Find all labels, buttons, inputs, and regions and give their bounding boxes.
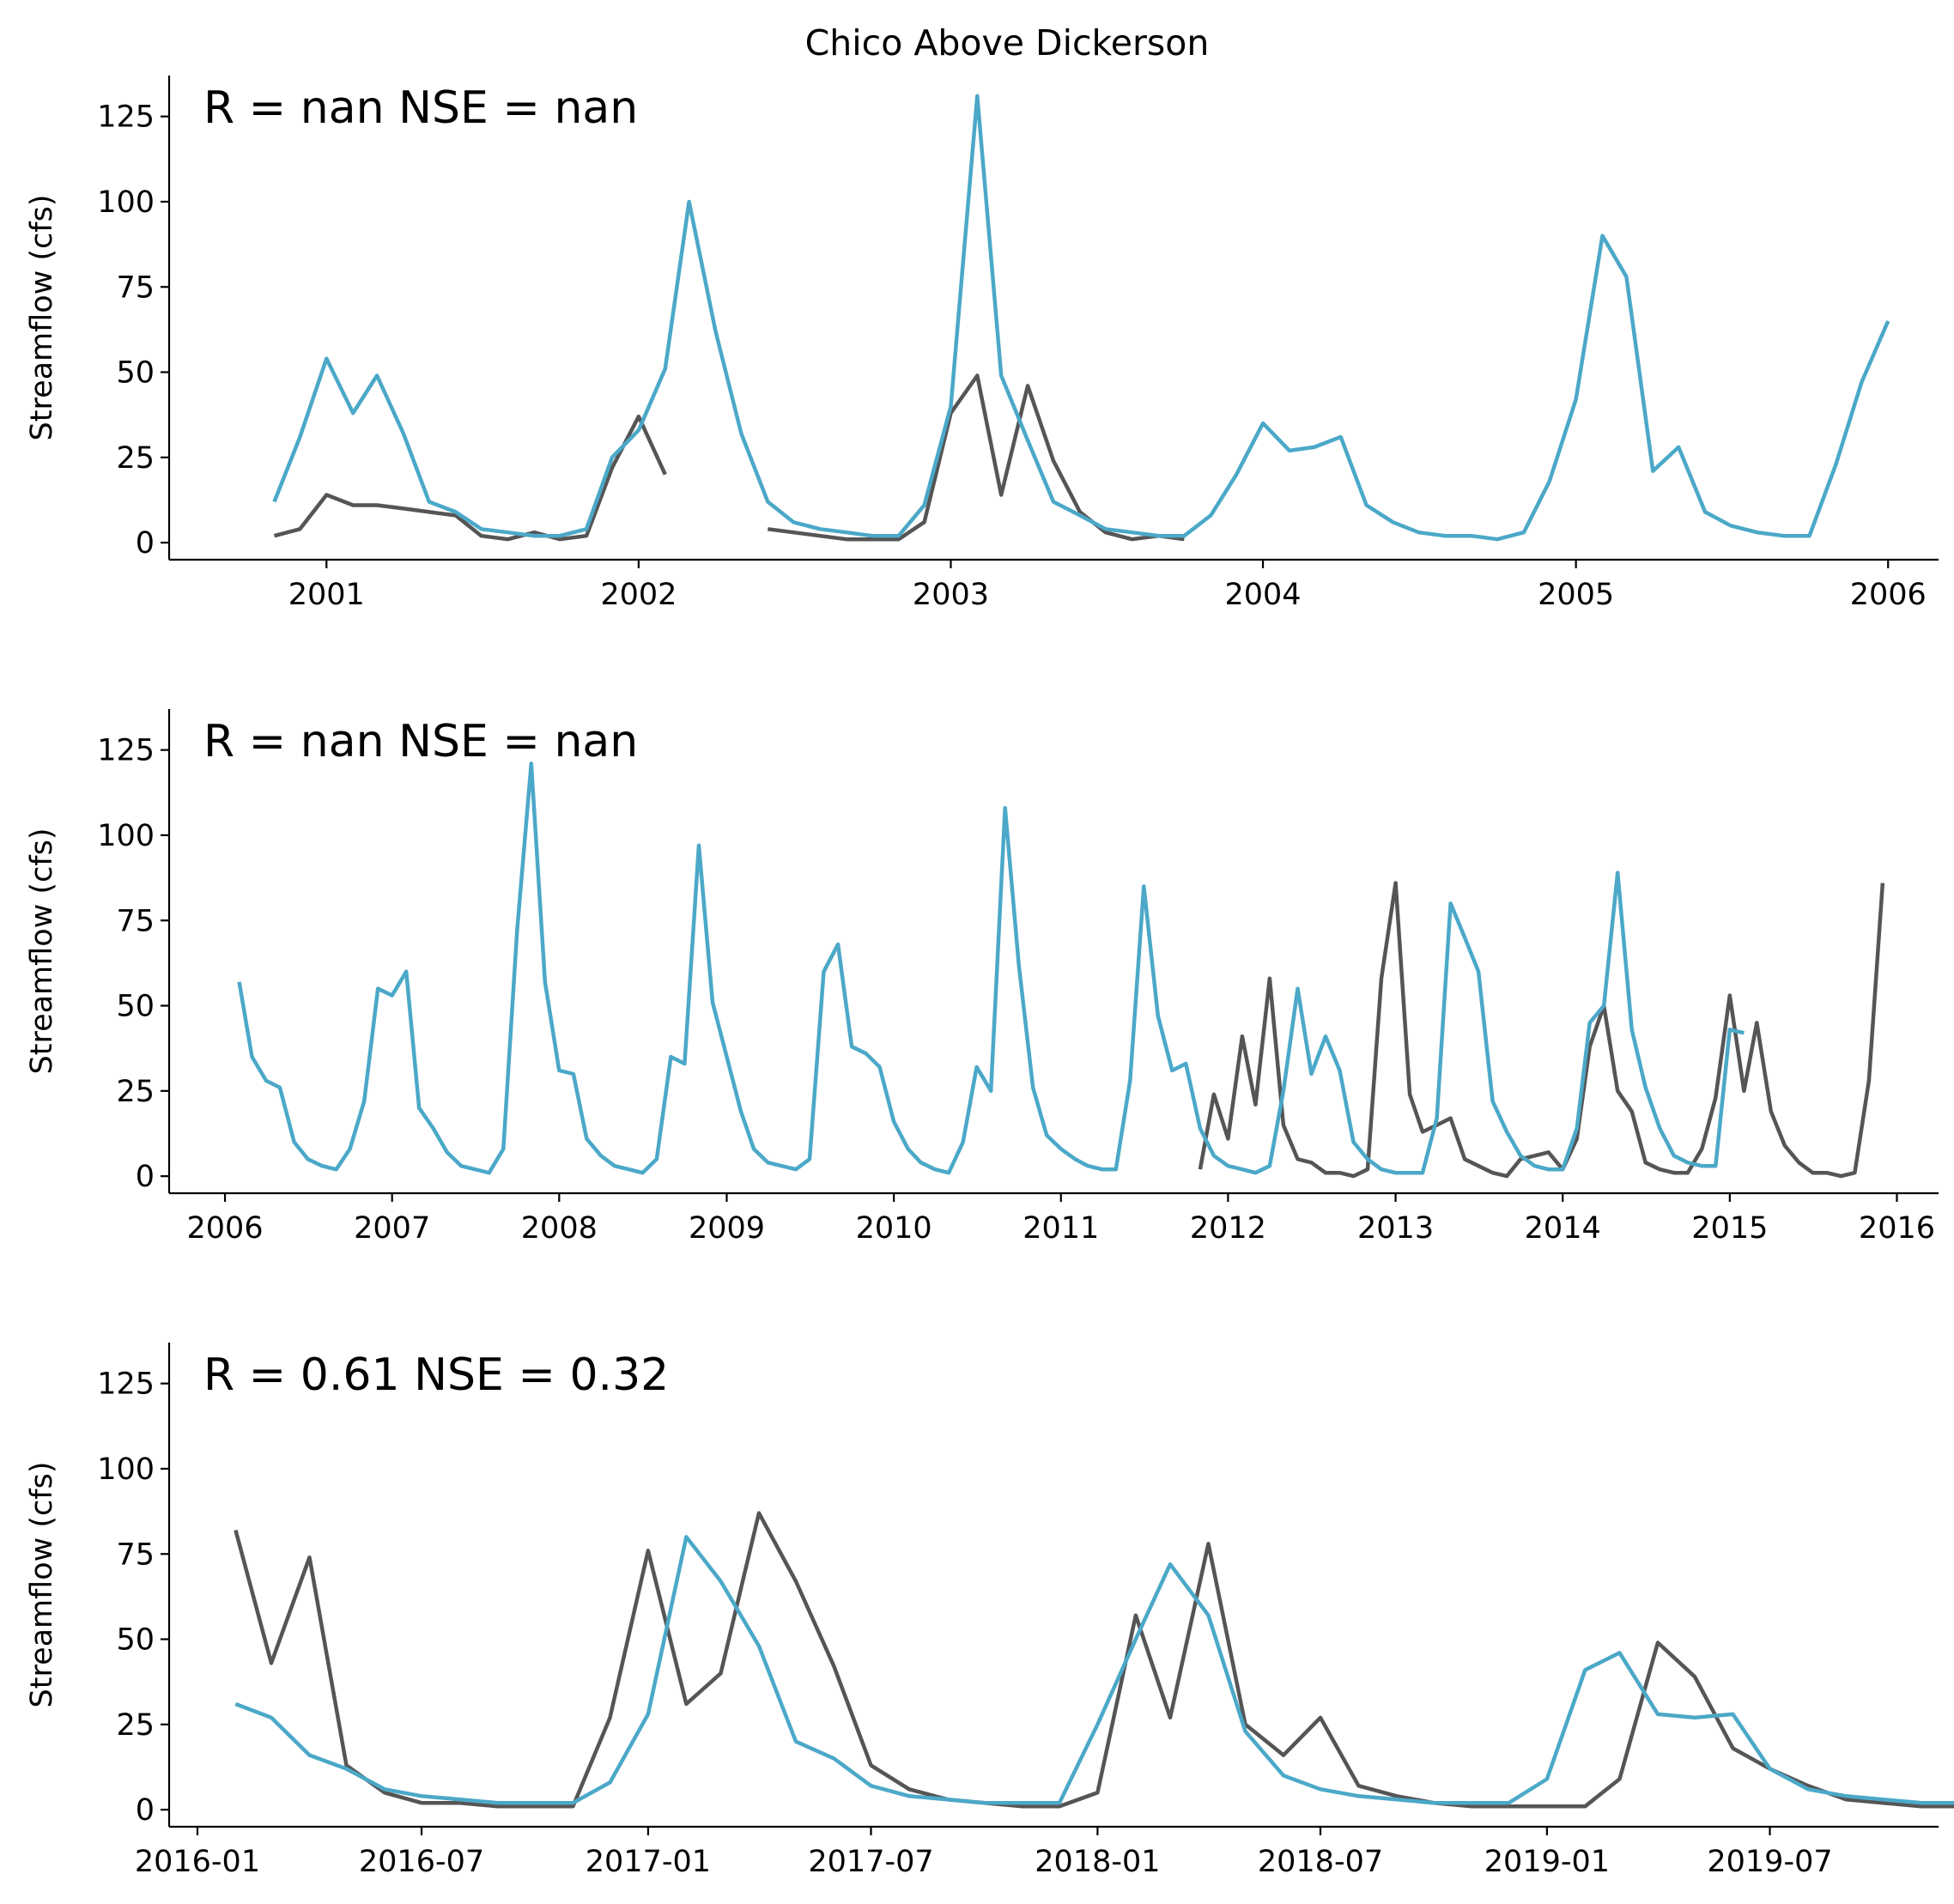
y-tick-label: 100: [97, 1452, 155, 1487]
x-tick-label: 2011: [1023, 1211, 1099, 1246]
y-axis-label: Streamflow (cfs): [25, 1462, 59, 1708]
x-tick-label: 2016-07: [359, 1845, 484, 1879]
y-tick-label: 75: [116, 904, 155, 938]
metrics-annotation: R = nan NSE = nan: [203, 82, 638, 134]
y-tick-label: 50: [116, 356, 155, 391]
x-tick-label: 2016: [1859, 1211, 1935, 1246]
y-axis-label: Streamflow (cfs): [25, 195, 59, 441]
y-tick-label: 75: [116, 270, 155, 305]
x-tick-label: 2015: [1691, 1211, 1768, 1246]
y-axis-label: Streamflow (cfs): [25, 828, 59, 1075]
y-tick-label: 125: [97, 100, 155, 135]
observed-flow-line: [1198, 881, 1885, 1179]
x-tick-label: 2018-07: [1258, 1845, 1383, 1879]
simulated-flow-line: [237, 761, 1745, 1175]
x-tick-label: 2012: [1190, 1211, 1266, 1246]
metrics-annotation: R = 0.61 NSE = 0.32: [203, 1349, 669, 1401]
x-tick-label: 2016-01: [135, 1845, 260, 1879]
x-tick-label: 2004: [1225, 578, 1302, 612]
x-tick-label: 2007: [354, 1211, 430, 1246]
y-tick-label: 25: [116, 1075, 155, 1109]
x-tick-label: 2010: [856, 1211, 932, 1246]
x-tick-label: 2019-07: [1707, 1845, 1832, 1879]
panel-2: 0 25 50 75 100 125 2006 2007 2008 2009 2010 2011 201…: [25, 709, 1939, 1246]
y-tick-label: 25: [116, 1708, 155, 1743]
panel-1: 0 25 50 75 100 125 2001 2002 2003 2004 2005 2006 Str…: [25, 76, 1939, 612]
y-tick-label: 125: [97, 734, 155, 768]
observed-flow-line: [234, 1511, 1954, 1809]
y-tick-label: 0: [136, 1793, 155, 1828]
y-tick-label: 50: [116, 1623, 155, 1658]
simulated-flow-line: [234, 1535, 1954, 1805]
x-tick-label: 2006: [1850, 578, 1927, 612]
x-tick-label: 2008: [521, 1211, 598, 1246]
observed-flow-line-segment-2: [768, 373, 1185, 542]
y-tick-label: 125: [97, 1367, 155, 1402]
observed-flow-line-segment-1: [273, 414, 667, 542]
x-tick-label: 2001: [288, 578, 365, 612]
y-tick-label: 25: [116, 441, 155, 476]
x-tick-label: 2014: [1525, 1211, 1601, 1246]
y-tick-label: 100: [97, 185, 155, 220]
x-tick-label: 2019-01: [1484, 1845, 1610, 1879]
y-tick-label: 0: [136, 1160, 155, 1194]
panel-3: 0 25 50 75 100 125 2016-01 2016-07 2017-01 2017-0…: [25, 1343, 1954, 1879]
x-tick-label: 2003: [913, 578, 989, 612]
metrics-annotation: R = nan NSE = nan: [203, 716, 638, 767]
x-tick-label: 2002: [600, 578, 677, 612]
x-tick-label: 2005: [1538, 578, 1614, 612]
simulated-flow-line: [272, 94, 1890, 542]
x-tick-label: 2009: [689, 1211, 765, 1246]
y-tick-label: 100: [97, 819, 155, 853]
x-tick-label: 2017-01: [586, 1845, 711, 1879]
x-tick-label: 2013: [1357, 1211, 1434, 1246]
y-tick-label: 50: [116, 990, 155, 1024]
y-tick-label: 75: [116, 1537, 155, 1572]
figure-title: Chico Above Dickerson: [805, 22, 1210, 64]
y-tick-label: 0: [136, 526, 155, 561]
x-tick-label: 2018-01: [1035, 1845, 1160, 1879]
x-tick-label: 2006: [187, 1211, 264, 1246]
x-tick-label: 2017-07: [808, 1845, 933, 1879]
